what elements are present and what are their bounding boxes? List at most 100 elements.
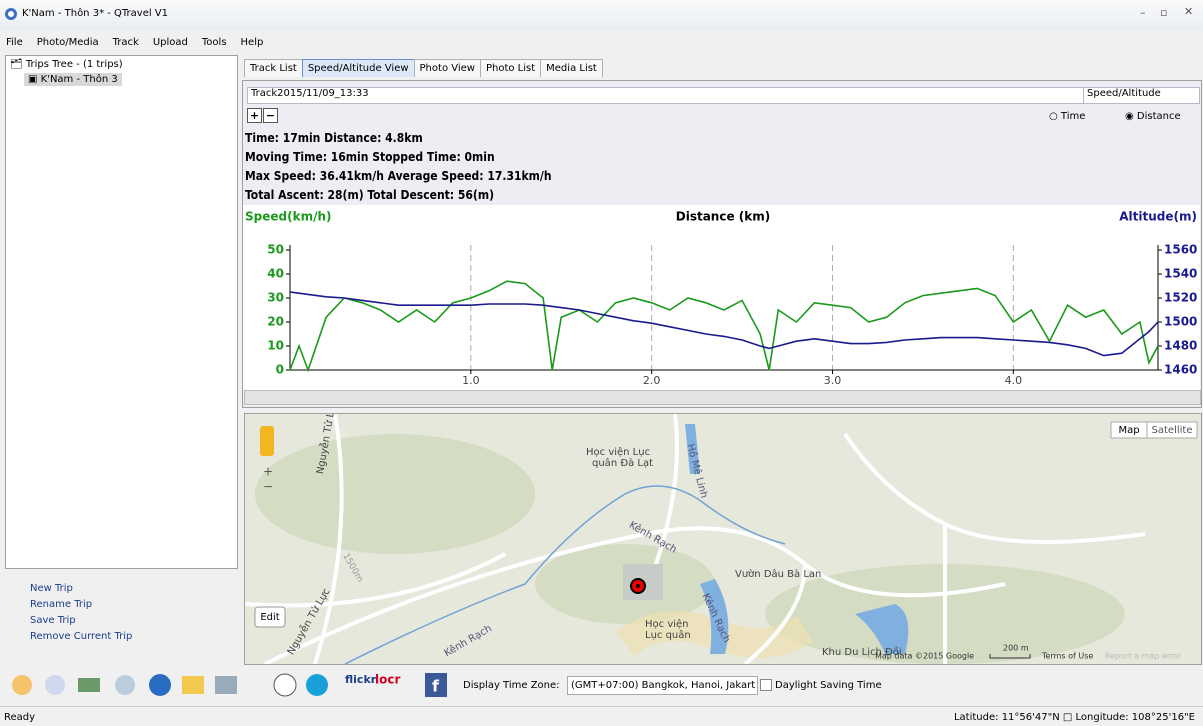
tab[interactable]: Media List <box>540 59 603 77</box>
dst-checkbox[interactable] <box>760 679 772 691</box>
tool-icon[interactable] <box>215 676 237 694</box>
chart-scrollbar[interactable] <box>244 390 1201 405</box>
tool-icon[interactable] <box>149 674 171 696</box>
y2-tick-label: 1520 <box>1164 291 1197 305</box>
tool-icon-label[interactable]: flickr <box>345 673 377 686</box>
menu-item[interactable]: Help <box>241 37 264 48</box>
trip-tree: 🗂 Trips Tree - (1 trips) ▣ K'Nam - Thôn … <box>5 55 238 569</box>
view-select[interactable]: Speed/Altitude <box>1083 87 1200 104</box>
toolbar-icons: flickr locr f <box>10 670 450 700</box>
tree-item-label: K'Nam - Thôn 3 <box>41 74 118 85</box>
stat-line: Total Ascent: 28(m) Total Descent: 56(m) <box>245 186 552 205</box>
chart-title: Distance (km) <box>676 210 770 224</box>
view-select-value: Speed/Altitude <box>1087 88 1161 99</box>
zoom-out-button[interactable]: − <box>263 108 278 123</box>
map-zoom-out[interactable]: − <box>263 480 273 494</box>
radio-distance[interactable]: ◉ Distance <box>1125 111 1181 122</box>
app-icon <box>4 7 18 21</box>
map-type-label: Map <box>1118 425 1139 436</box>
status-coordinates: Latitude: 11°56'47"N □ Longitude: 108°25… <box>954 712 1195 723</box>
close-button[interactable]: ✕ <box>1184 5 1193 18</box>
restore-button[interactable]: ▫ <box>1160 6 1167 19</box>
tool-icon[interactable] <box>12 675 32 695</box>
y2-tick-label: 1560 <box>1164 243 1197 257</box>
pegman[interactable] <box>260 426 274 456</box>
map-scale: 200 m <box>1003 644 1029 653</box>
minimize-button[interactable]: – <box>1140 6 1146 19</box>
map-label: 1500m <box>340 552 364 584</box>
tool-icon[interactable] <box>45 675 65 695</box>
tool-icon-label[interactable]: locr <box>375 673 400 687</box>
stat-line: Time: 17min Distance: 4.8km <box>245 129 552 148</box>
toolbar: flickr locr f Display Time Zone: (GMT+07… <box>0 668 1203 702</box>
stat-line: Moving Time: 16min Stopped Time: 0min <box>245 148 552 167</box>
map-label: Lục quân <box>645 629 691 641</box>
y2-tick-label: 1480 <box>1164 339 1197 353</box>
tab[interactable]: Track List <box>244 59 303 77</box>
tree-item[interactable]: ▣ K'Nam - Thôn 3 <box>24 73 122 86</box>
tool-icon[interactable] <box>115 675 135 695</box>
tool-icon[interactable] <box>182 676 204 694</box>
y-tick-label: 40 <box>267 267 284 281</box>
menu-item[interactable]: Tools <box>202 37 227 48</box>
tool-icon[interactable] <box>78 678 100 692</box>
title-bar: K'Nam - Thôn 3* - QTravel V1 – ▫ ✕ <box>0 0 1203 30</box>
app-window: K'Nam - Thôn 3* - QTravel V1 – ▫ ✕ File P… <box>0 0 1203 725</box>
y-tick-label: 10 <box>267 339 284 353</box>
timezone-label: Display Time Zone: <box>463 680 560 691</box>
y2-tick-label: 1540 <box>1164 267 1197 281</box>
map-attribution: Map data ©2015 Google <box>875 652 974 661</box>
tree-root[interactable]: 🗂 Trips Tree - (1 trips) <box>10 59 123 70</box>
data-line <box>290 281 1158 370</box>
map-type-label: Satellite <box>1152 425 1193 436</box>
menu-bar: File Photo/Media Track Upload Tools Help <box>6 37 277 48</box>
radio-label: Time <box>1061 111 1085 122</box>
status-bar: Ready Latitude: 11°56'47"N □ Longitude: … <box>0 706 1203 726</box>
menu-item[interactable]: Track <box>113 37 139 48</box>
x-tick-label: 4.0 <box>1005 374 1023 387</box>
y-axis-label: Speed(km/h) <box>245 210 331 224</box>
map-label: quân Đà Lạt <box>592 457 653 469</box>
map-terms[interactable]: Terms of Use <box>1041 652 1093 661</box>
y-tick-label: 50 <box>267 243 284 257</box>
menu-item[interactable]: Upload <box>153 37 188 48</box>
tree-root-label: Trips Tree - (1 trips) <box>26 59 123 70</box>
radio-label: Distance <box>1137 111 1181 122</box>
y2-tick-label: 1500 <box>1164 315 1197 329</box>
trip-stats: Time: 17min Distance: 4.8km Moving Time:… <box>245 129 552 205</box>
map-zoom-in[interactable]: + <box>263 465 273 479</box>
zoom-in-button[interactable]: + <box>247 108 262 123</box>
action-link[interactable]: Rename Trip <box>30 599 132 610</box>
trip-actions: New Trip Rename Trip Save Trip Remove Cu… <box>30 583 132 647</box>
x-tick-label: 3.0 <box>824 374 842 387</box>
edit-label: Edit <box>260 612 279 623</box>
action-link[interactable]: Remove Current Trip <box>30 631 132 642</box>
y2-tick-label: 1460 <box>1164 363 1197 377</box>
map-label: Học viện <box>645 618 689 630</box>
tool-icon[interactable] <box>306 674 328 696</box>
action-link[interactable]: Save Trip <box>30 615 132 626</box>
dst-label: Daylight Saving Time <box>775 680 882 691</box>
action-link[interactable]: New Trip <box>30 583 132 594</box>
radio-time[interactable]: ○ Time <box>1049 111 1085 122</box>
map-label: Kênh Rạch <box>442 622 494 659</box>
track-select-value: Track2015/11/09_13:33 <box>251 88 369 99</box>
tool-icon[interactable] <box>274 674 296 696</box>
x-tick-label: 2.0 <box>643 374 661 387</box>
svg-text:f: f <box>432 677 440 696</box>
timezone-select[interactable]: (GMT+07:00) Bangkok, Hanoi, Jakart <box>567 676 758 695</box>
map-report[interactable]: Report a map error <box>1105 652 1182 661</box>
map-label: Vườn Dâu Bà Lan <box>735 568 821 580</box>
x-tick-label: 1.0 <box>462 374 480 387</box>
y-tick-label: 20 <box>267 315 284 329</box>
window-title: K'Nam - Thôn 3* - QTravel V1 <box>22 8 168 19</box>
menu-item[interactable]: Photo/Media <box>37 37 99 48</box>
position-marker-dot <box>636 584 640 588</box>
speed-altitude-chart: Speed(km/h) Distance (km) Altitude(m) 1.… <box>243 205 1200 390</box>
menu-item[interactable]: File <box>6 37 23 48</box>
map-label: Hồ Mê Linh <box>684 442 710 499</box>
y2-axis-label: Altitude(m) <box>1119 210 1197 224</box>
status-text: Ready <box>4 712 35 723</box>
timezone-value: (GMT+07:00) Bangkok, Hanoi, Jakart <box>571 680 755 691</box>
track-select[interactable]: Track2015/11/09_13:33 <box>247 87 1084 104</box>
